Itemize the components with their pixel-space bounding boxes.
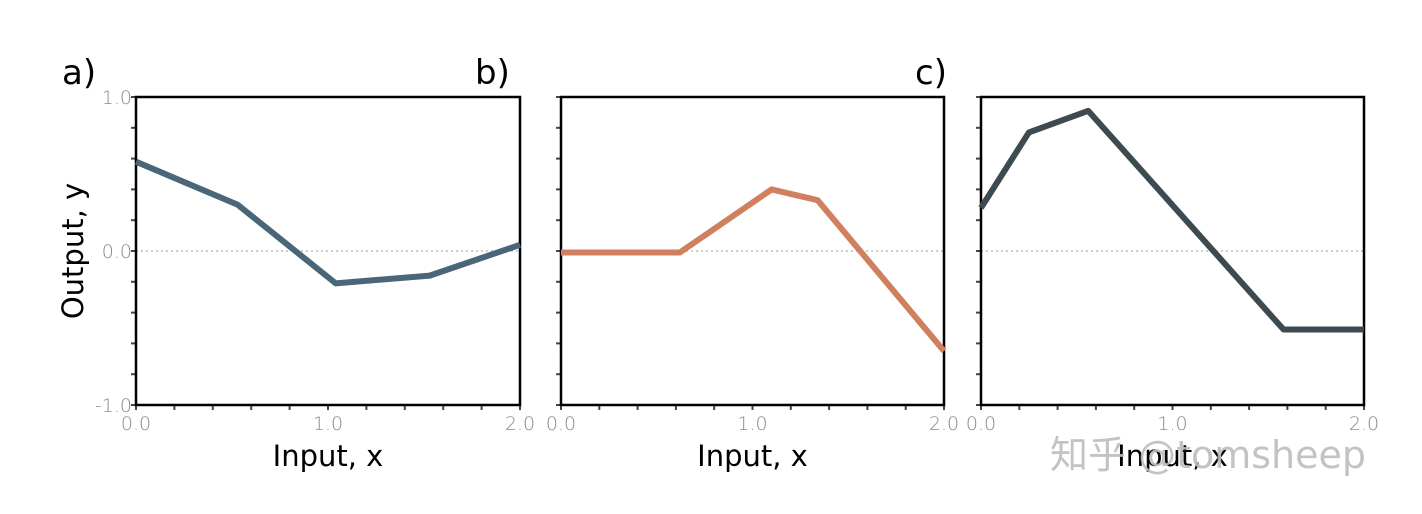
x-tick-label: 0.0 (546, 413, 576, 435)
y-tick-label: 0.0 (102, 241, 132, 263)
watermark: 知乎 @tomsheep (1050, 433, 1366, 477)
x-tick-label: 1.0 (1157, 413, 1187, 435)
y-axis-label: Output, y (56, 183, 90, 319)
panel-c: 0.0 1.0 2.0 Input, x c) (915, 53, 1379, 473)
y-tick-label: -1.0 (95, 395, 132, 417)
x-tick-label: 1.0 (737, 413, 767, 435)
x-tick-label: 2.0 (1349, 413, 1379, 435)
panel-b: 0.0 1.0 2.0 Input, x b) (475, 53, 959, 473)
series-line (134, 158, 521, 287)
plot-frame (979, 95, 1366, 407)
x-axis-label: Input, x (1117, 439, 1228, 473)
x-tick-label: 2.0 (929, 413, 959, 435)
panel-label: a) (62, 53, 96, 93)
x-axis-label: Input, x (697, 439, 808, 473)
x-axis-label: Input, x (273, 439, 384, 473)
y-tick-label: 1.0 (102, 87, 132, 109)
panel-label: c) (915, 53, 947, 93)
series-line (561, 186, 947, 354)
plot-frame (134, 95, 522, 407)
series-line (978, 107, 1364, 333)
x-tick-label: 1.0 (313, 413, 343, 435)
x-tick-label: 0.0 (121, 413, 151, 435)
panel-label: b) (475, 53, 510, 93)
x-tick-label: 0.0 (966, 413, 996, 435)
x-tick-label: 2.0 (505, 413, 535, 435)
